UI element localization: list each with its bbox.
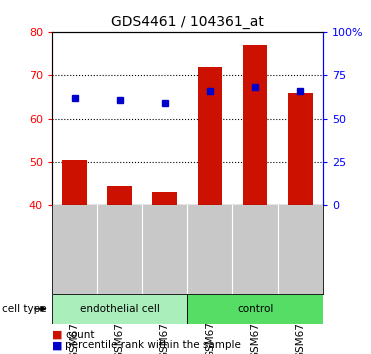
Bar bbox=[197, 67, 222, 205]
Text: count: count bbox=[65, 330, 95, 339]
Bar bbox=[243, 45, 267, 205]
Text: percentile rank within the sample: percentile rank within the sample bbox=[65, 340, 241, 350]
Title: GDS4461 / 104361_at: GDS4461 / 104361_at bbox=[111, 16, 264, 29]
Bar bbox=[187, 294, 323, 324]
Bar bbox=[52, 294, 187, 324]
Text: control: control bbox=[237, 304, 273, 314]
Bar bbox=[107, 186, 132, 205]
Text: cell type: cell type bbox=[2, 304, 46, 314]
Text: endothelial cell: endothelial cell bbox=[80, 304, 160, 314]
Text: ■: ■ bbox=[52, 330, 62, 339]
Text: ■: ■ bbox=[52, 340, 62, 350]
Bar bbox=[288, 92, 313, 205]
Bar bbox=[152, 192, 177, 205]
Bar bbox=[62, 160, 87, 205]
